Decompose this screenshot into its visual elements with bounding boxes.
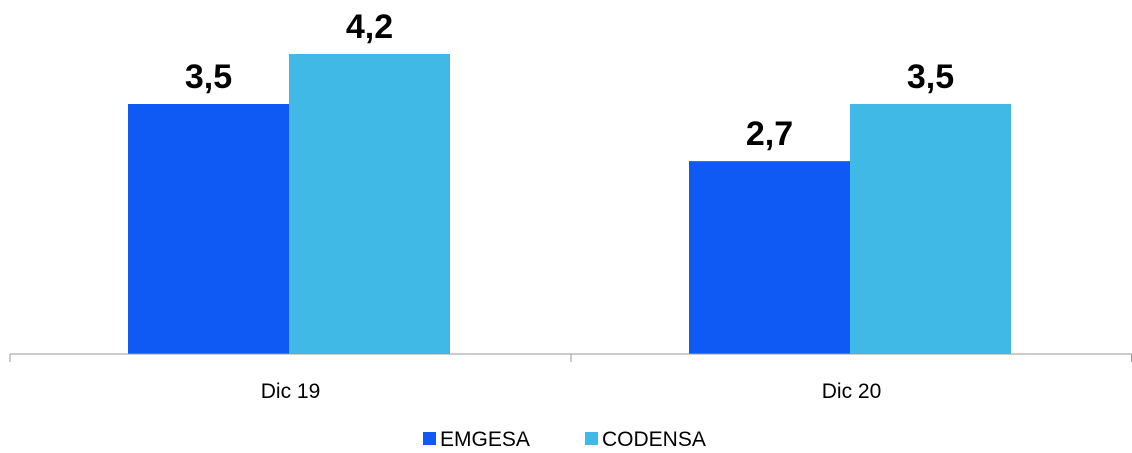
bars-layer xyxy=(128,54,1011,354)
legend-swatch-codensa xyxy=(585,432,598,445)
x-axis xyxy=(9,353,1132,362)
category-label: Dic 19 xyxy=(261,380,321,403)
bar-codensa-dic-19 xyxy=(289,54,450,354)
value-label: 3,5 xyxy=(907,58,954,96)
bar-emgesa-dic-20 xyxy=(689,161,850,354)
category-labels-layer: Dic 19 Dic 20 xyxy=(261,380,882,403)
value-label: 2,7 xyxy=(746,115,793,153)
bar-codensa-dic-20 xyxy=(850,104,1011,354)
legend-label-codensa: CODENSA xyxy=(602,428,706,451)
value-labels-layer: 3,5 4,2 2,7 3,5 xyxy=(185,8,954,153)
bar-emgesa-dic-19 xyxy=(128,104,289,354)
legend: EMGESA CODENSA xyxy=(423,428,706,451)
legend-swatch-emgesa xyxy=(423,432,436,445)
legend-label-emgesa: EMGESA xyxy=(440,428,530,451)
category-label: Dic 20 xyxy=(822,380,882,403)
value-label: 3,5 xyxy=(185,58,232,96)
value-label: 4,2 xyxy=(346,8,393,46)
